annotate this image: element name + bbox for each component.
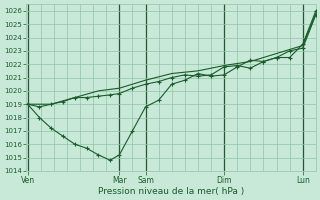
X-axis label: Pression niveau de la mer( hPa ): Pression niveau de la mer( hPa ) — [98, 187, 244, 196]
